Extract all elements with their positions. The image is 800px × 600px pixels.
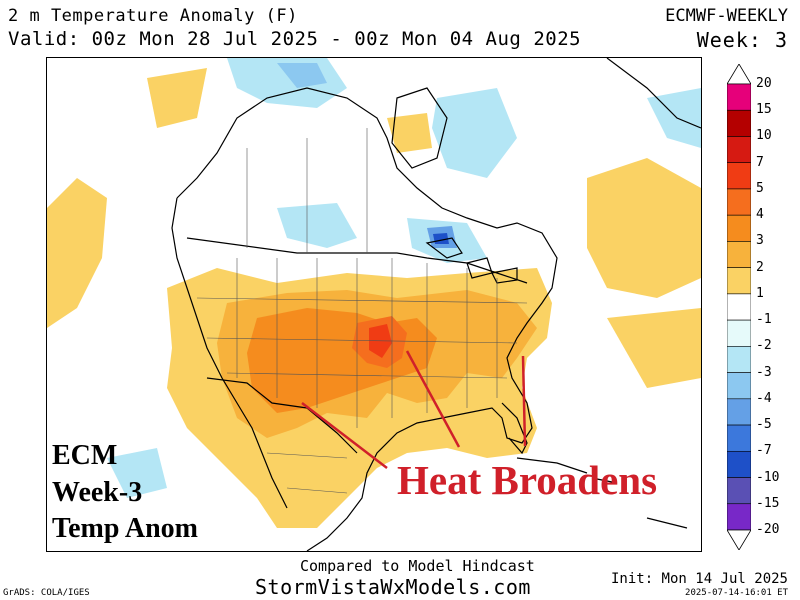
colorbar-swatch (727, 319, 751, 347)
colorbar-swatch (727, 83, 751, 111)
warm-anomaly-region (147, 68, 207, 128)
colorbar-tick-label: -15 (756, 495, 780, 511)
init-time: Init: Mon 14 Jul 2025 (610, 571, 788, 587)
colorbar-swatch (727, 346, 751, 373)
colorbar-swatch (727, 450, 751, 478)
us-canada-border (186, 237, 528, 284)
colorbar-swatch (727, 398, 751, 426)
model-name: ECMWF-WEEKLY (665, 6, 788, 26)
coastline (176, 87, 558, 551)
florida (501, 402, 528, 455)
valid-time: Valid: 00z Mon 28 Jul 2025 - 00z Mon 04 … (8, 28, 582, 50)
colorbar-tick-label: -1 (756, 312, 772, 328)
colorbar-swatch (727, 188, 751, 216)
colorbar-tick-label: 2 (756, 259, 764, 275)
cool-anomaly-region (107, 448, 167, 498)
site-name: StormVistaWxModels.com (255, 575, 531, 599)
annotation-arrows (301, 350, 527, 469)
coastline (171, 197, 288, 509)
week-label: Week: 3 (696, 28, 788, 52)
warm-anomaly-region (607, 308, 701, 388)
overlay-label: Week-3 (52, 477, 143, 508)
greenland (606, 58, 701, 129)
colorbar-swatch (727, 136, 751, 164)
cool-anomaly-region (277, 203, 357, 248)
annotation-text: Heat Broadens (397, 457, 658, 503)
colorbar-tick-label: -10 (756, 469, 780, 485)
map-boundaries (171, 58, 701, 551)
colorbar-tick-label: -5 (756, 417, 772, 433)
map-graphic (47, 58, 701, 551)
colorbar-swatch (727, 109, 751, 137)
colorbar-tick-label: -7 (756, 443, 772, 459)
state-lines (196, 128, 528, 494)
colorbar-swatch (727, 424, 751, 452)
grads-credit: GrADS: COLA/IGES (3, 588, 90, 598)
chart-title: 2 m Temperature Anomaly (F) (8, 6, 298, 26)
colorbar-swatch (727, 267, 751, 295)
cool-anomaly-region (432, 88, 517, 178)
arrow-southeast (521, 355, 527, 447)
colorbar-tick-label: -3 (756, 364, 772, 380)
colorbar-swatch (727, 372, 751, 400)
colorbar-swatch (727, 293, 751, 321)
anomaly-shading (47, 58, 701, 528)
colorbar-tick-label: 5 (756, 180, 764, 196)
cool-anomaly-region (277, 63, 327, 88)
colorbar-tick-label: 15 (756, 102, 772, 118)
colorbar-tick-label: -2 (756, 338, 772, 354)
great-lakes (425, 237, 518, 284)
warm-anomaly-region (387, 113, 432, 153)
colorbar-swatch (727, 162, 751, 190)
arrow-southwest (301, 402, 388, 469)
warm-anomaly-region (47, 178, 107, 328)
hudson-bay (391, 87, 448, 169)
overlay-label: Temp Anom (52, 513, 199, 544)
colorbar-swatch (727, 214, 751, 242)
colorbar-swatch (727, 503, 751, 531)
colorbar-swatch (727, 241, 751, 268)
overlay-label: ECM (52, 440, 118, 471)
colorbar-tick-label: 7 (756, 154, 764, 170)
colorbar (727, 64, 751, 550)
anomaly-map (46, 57, 702, 552)
warm-anomaly-region (587, 158, 701, 298)
cool-anomaly-region (647, 88, 701, 148)
colorbar-tick-label: 4 (756, 207, 764, 223)
colorbar-tick-label: 3 (756, 233, 764, 249)
caribbean-islands (516, 457, 688, 529)
hindcast-note: Compared to Model Hindcast (300, 557, 535, 575)
colorbar-tick-label: -4 (756, 390, 772, 406)
colorbar-tick-label: 1 (756, 285, 764, 301)
colorbar-top-cap (727, 64, 751, 85)
us-mexico-border (206, 377, 358, 454)
generated-timestamp: 2025-07-14-16:01 ET (685, 588, 788, 598)
arrow-southcentral (405, 350, 461, 448)
colorbar-tick-label: -20 (756, 522, 780, 537)
colorbar-bottom-cap (727, 529, 751, 550)
colorbar-swatch (727, 477, 751, 505)
colorbar-tick-label: 20 (756, 76, 772, 91)
colorbar-tick-label: 10 (756, 128, 772, 144)
